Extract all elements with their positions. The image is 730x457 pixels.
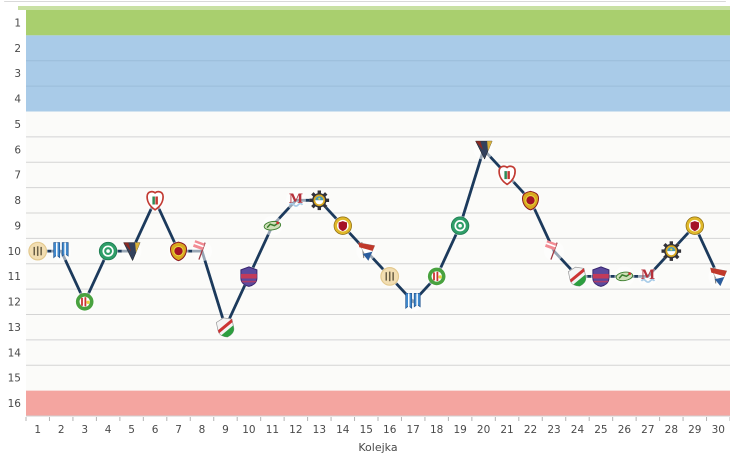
x-tick-label: 27: [641, 424, 654, 436]
y-tick-label: 13: [8, 322, 21, 334]
x-tick-label: 16: [383, 424, 397, 436]
y-tick-label: 12: [8, 297, 21, 309]
x-tick-label: 9: [222, 424, 229, 436]
marker-cream-wreath-crest: [27, 241, 48, 262]
y-tick-label: 7: [14, 170, 21, 182]
y-tick-label: 14: [8, 347, 22, 359]
marker-green-figure-crest: [262, 215, 283, 236]
marker-red-white-heart-crest: [145, 190, 166, 211]
x-tick-label: 14: [336, 424, 350, 436]
marker-tricolor-pennant-crest: [708, 266, 729, 287]
x-tick-label: 6: [152, 424, 159, 436]
y-tick-label: 3: [14, 68, 21, 80]
x-tick-label: 19: [453, 424, 466, 436]
position-1-zone-edge: [18, 6, 730, 10]
marker-blue-ribbons-crest: [403, 291, 424, 312]
marker-pink-flag-crest: [544, 240, 564, 262]
x-tick-label: 20: [477, 424, 490, 436]
x-tick-label: 29: [688, 424, 701, 436]
marker-gold-red-shield-crest: [520, 190, 541, 211]
marker-blue-ribbons-crest: [51, 241, 72, 262]
position-16-zone: [26, 390, 730, 416]
marker-gold-red-circle-crest: [332, 215, 353, 236]
marker-purple-crimson-crest: [590, 266, 611, 287]
y-tick-label: 10: [8, 246, 21, 258]
x-tick-label: 24: [571, 424, 585, 436]
x-tick-label: 30: [712, 424, 725, 436]
x-tick-label: 5: [128, 424, 135, 436]
x-tick-label: 13: [313, 424, 326, 436]
marker-tricolor-pennant-crest: [356, 241, 377, 262]
marker-green-laurel-crest: [74, 291, 95, 312]
x-tick-label: 25: [594, 424, 607, 436]
marker-green-laurel-crest: [426, 266, 447, 287]
x-tick-label: 18: [430, 424, 443, 436]
x-tick-label: 3: [81, 424, 88, 436]
positions-5-15-zone: [26, 111, 730, 391]
y-tick-label: 16: [8, 398, 22, 410]
marker-red-m-waves-crest: M: [285, 190, 306, 211]
y-tick-label: 8: [14, 195, 21, 207]
marker-red-white-heart-crest: [497, 164, 518, 186]
x-tick-label: 11: [266, 424, 279, 436]
x-tick-label: 12: [289, 424, 302, 436]
x-tick-label: 4: [105, 424, 112, 436]
marker-teal-ring-crest: [98, 241, 119, 262]
x-tick-label: 17: [407, 424, 420, 436]
marker-navy-pennant-crest: [473, 139, 494, 160]
x-tick-label: 7: [175, 424, 182, 436]
y-tick-label: 1: [14, 17, 21, 29]
marker-purple-crimson-crest: [238, 266, 259, 287]
x-axis-title: Kolejka: [358, 441, 398, 454]
x-tick-label: 28: [665, 424, 678, 436]
y-tick-label: 5: [14, 119, 21, 131]
top-divider: [4, 1, 726, 2]
x-tick-label: 1: [34, 424, 41, 436]
x-tick-label: 23: [547, 424, 560, 436]
y-tick-label: 11: [8, 271, 21, 283]
marker-pink-flag-crest: [192, 240, 212, 262]
x-tick-label: 26: [618, 424, 632, 436]
x-tick-label: 21: [500, 424, 513, 436]
x-tick-label: 8: [199, 424, 206, 436]
y-tick-label: 2: [14, 43, 21, 55]
marker-gear-crest: [309, 190, 330, 211]
marker-gear-crest: [661, 241, 682, 262]
x-tick-label: 2: [58, 424, 65, 436]
y-tick-label: 4: [14, 94, 21, 106]
x-tick-label: 22: [524, 424, 537, 436]
y-tick-label: 9: [14, 220, 21, 232]
y-tick-label: 15: [8, 373, 21, 385]
x-tick-label: 15: [360, 424, 373, 436]
positions-2-4-zone: [26, 35, 730, 112]
x-tick-label: 10: [242, 424, 255, 436]
marker-teal-ring-crest: [450, 215, 471, 236]
position-1-zone: [26, 10, 730, 36]
marker-green-figure-crest: [614, 266, 635, 287]
marker-gold-red-shield-crest: [168, 241, 189, 262]
marker-cream-wreath-crest: [379, 266, 400, 287]
y-tick-label: 6: [14, 144, 21, 156]
marker-red-m-waves-crest: M: [637, 266, 658, 287]
marker-gold-red-circle-crest: [684, 215, 705, 236]
marker-navy-pennant-crest: [121, 241, 142, 262]
